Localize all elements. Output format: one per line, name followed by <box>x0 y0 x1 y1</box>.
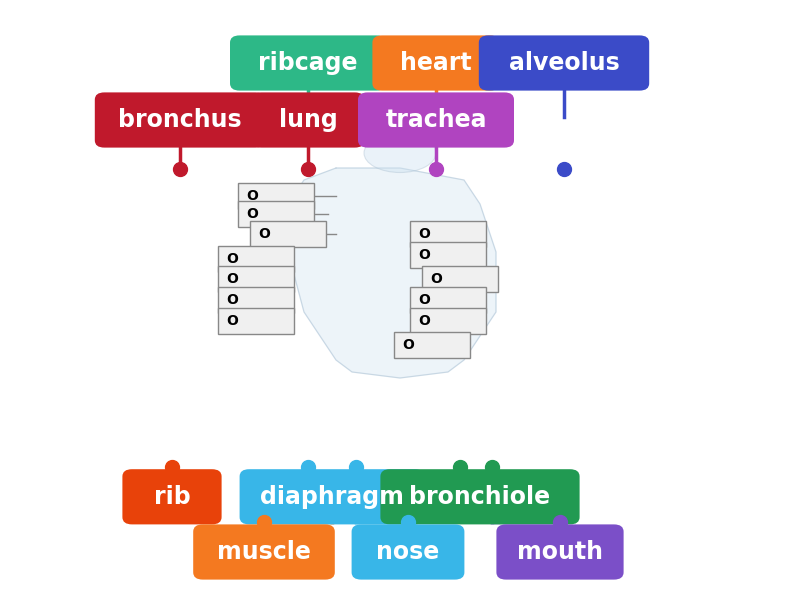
Text: rib: rib <box>154 485 190 509</box>
FancyBboxPatch shape <box>238 201 314 227</box>
Text: muscle: muscle <box>217 540 311 564</box>
Text: mouth: mouth <box>517 540 603 564</box>
FancyBboxPatch shape <box>410 287 486 313</box>
FancyBboxPatch shape <box>422 266 498 292</box>
Text: O: O <box>418 248 430 262</box>
FancyBboxPatch shape <box>218 246 294 272</box>
FancyBboxPatch shape <box>410 242 486 268</box>
Text: O: O <box>226 272 238 286</box>
Text: heart: heart <box>400 51 472 75</box>
FancyBboxPatch shape <box>122 469 222 524</box>
Text: O: O <box>402 338 414 352</box>
Ellipse shape <box>364 133 436 173</box>
FancyBboxPatch shape <box>410 221 486 247</box>
FancyBboxPatch shape <box>358 92 514 148</box>
FancyBboxPatch shape <box>251 92 365 148</box>
FancyBboxPatch shape <box>478 35 649 91</box>
Text: O: O <box>418 293 430 307</box>
Polygon shape <box>288 168 496 378</box>
FancyBboxPatch shape <box>240 469 424 524</box>
FancyBboxPatch shape <box>496 524 624 580</box>
FancyBboxPatch shape <box>218 287 294 313</box>
Text: O: O <box>246 189 258 203</box>
Text: lung: lung <box>278 108 338 132</box>
FancyBboxPatch shape <box>381 469 579 524</box>
FancyBboxPatch shape <box>250 221 326 247</box>
FancyBboxPatch shape <box>373 35 499 91</box>
Text: diaphragm: diaphragm <box>260 485 404 509</box>
FancyBboxPatch shape <box>230 35 386 91</box>
Text: nose: nose <box>376 540 440 564</box>
Text: O: O <box>418 227 430 241</box>
FancyBboxPatch shape <box>194 524 335 580</box>
Text: O: O <box>430 272 442 286</box>
Text: O: O <box>246 207 258 221</box>
Text: alveolus: alveolus <box>509 51 619 75</box>
Text: O: O <box>226 293 238 307</box>
FancyBboxPatch shape <box>352 524 464 580</box>
FancyBboxPatch shape <box>238 183 314 209</box>
FancyBboxPatch shape <box>218 266 294 292</box>
Text: O: O <box>418 314 430 328</box>
Text: bronchiole: bronchiole <box>410 485 550 509</box>
Text: trachea: trachea <box>386 108 486 132</box>
Text: O: O <box>258 227 270 241</box>
FancyBboxPatch shape <box>218 308 294 334</box>
FancyBboxPatch shape <box>410 308 486 334</box>
Text: O: O <box>226 252 238 266</box>
FancyBboxPatch shape <box>95 92 266 148</box>
Text: O: O <box>226 314 238 328</box>
Text: bronchus: bronchus <box>118 108 242 132</box>
FancyBboxPatch shape <box>394 332 470 358</box>
Text: ribcage: ribcage <box>258 51 358 75</box>
